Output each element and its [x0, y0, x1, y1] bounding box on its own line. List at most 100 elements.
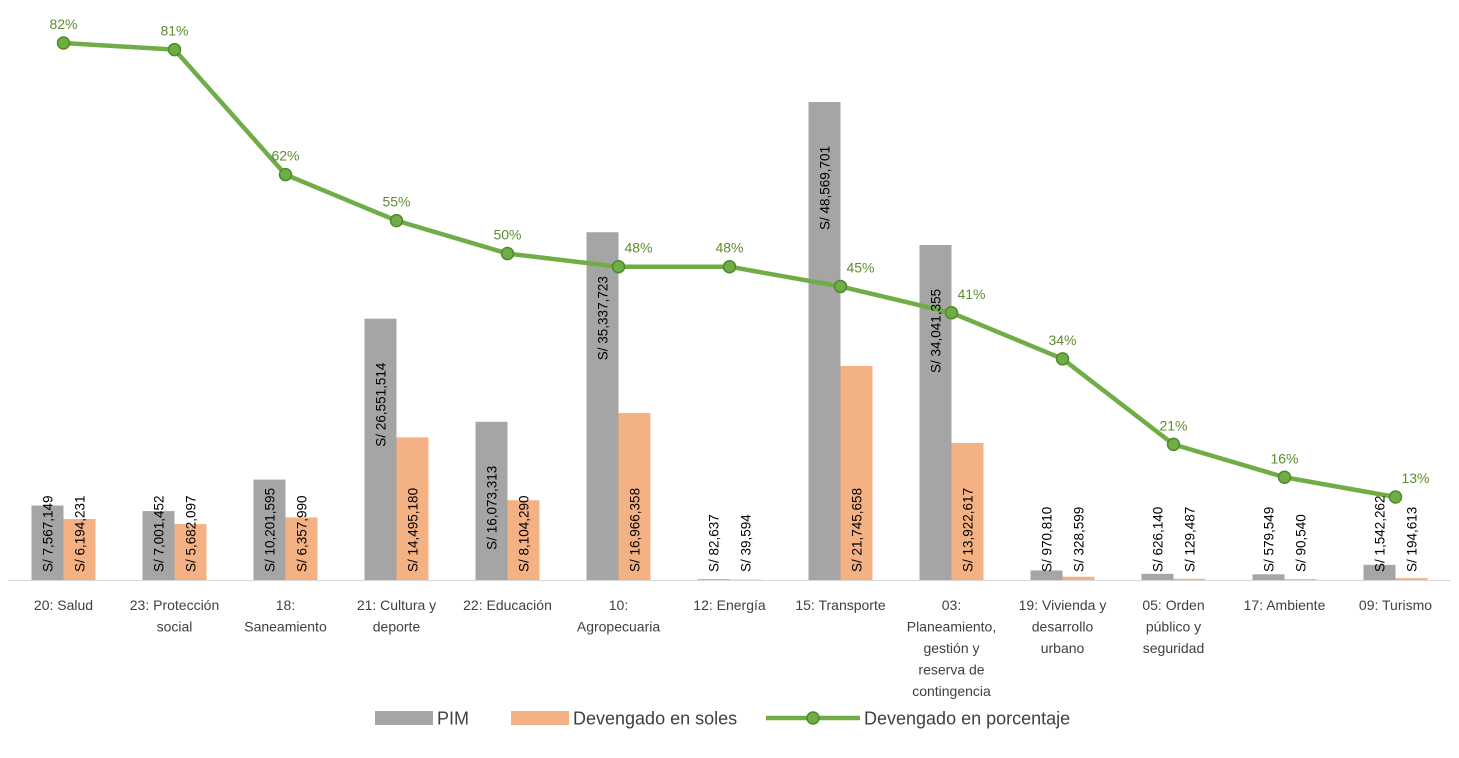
bar-devengado-7 [840, 365, 873, 580]
bar-label-pim-2: S/ 10,201,595 [263, 488, 278, 572]
bar-devengado-3 [396, 437, 429, 580]
line-point-6 [722, 259, 737, 274]
line-label-9: 34% [1048, 332, 1076, 348]
line-point-8 [944, 306, 959, 320]
legend-label-0: PIM [437, 709, 469, 729]
x-tick-label-1: 23: Protección social [130, 597, 220, 635]
line-label-11: 16% [1270, 450, 1298, 466]
bar-devengado-12 [1395, 578, 1428, 580]
bar-devengado-0 [63, 519, 96, 580]
legend-swatch-1 [511, 711, 569, 725]
line-label-3: 55% [382, 194, 410, 210]
legend-item-0: PIM [375, 709, 469, 729]
bar-label-pim-1: S/ 7,001,452 [152, 495, 167, 572]
x-tick-label-3: 21: Cultura y deporte [357, 597, 436, 635]
line-point-12 [1388, 490, 1403, 504]
bar-label-devengado-5: S/ 16,966,358 [628, 488, 643, 572]
bar-label-pim-8: S/ 34,041,355 [929, 289, 944, 373]
line-label-4: 50% [493, 227, 521, 243]
x-tick-label-2: 18: Saneamiento [244, 597, 327, 635]
legend-item-1: Devengado en soles [511, 709, 737, 729]
bar-label-devengado-7: S/ 21,745,658 [850, 488, 865, 572]
bars-layer [31, 102, 1428, 581]
bar-pim-9 [1030, 570, 1063, 580]
line-point-11 [1277, 470, 1292, 485]
bar-label-pim-11: S/ 579,549 [1262, 507, 1277, 572]
x-tick-label-7: 15: Transporte [795, 597, 885, 613]
bar-devengado-2 [285, 517, 318, 580]
x-tick-label-6: 12: Energía [693, 597, 766, 613]
bar-label-pim-0: S/ 7,567,149 [41, 495, 56, 572]
legend: PIM Devengado en soles Devengado en porcen… [375, 709, 1070, 729]
line-layer: 82% 81% 62% 55% 50% 48% 48% 45% 41% 34% 21% 16% 13% [49, 16, 1430, 504]
line-label-12: 13% [1401, 470, 1429, 486]
x-tick-label-10: 05: Orden público y seguridad [1142, 597, 1204, 656]
line-point-7 [833, 279, 848, 294]
line-point-4 [500, 246, 515, 261]
bar-label-devengado-11: S/ 90,540 [1294, 514, 1309, 572]
bar-label-pim-12: S/ 1,542,262 [1373, 495, 1388, 572]
x-tick-label-4: 22: Educación [463, 597, 552, 613]
bar-label-devengado-3: S/ 14,495,180 [406, 488, 421, 572]
x-tick-label-9: 19: Vivienda y desarrollo urbano [1019, 597, 1107, 656]
bar-devengado-4 [507, 500, 540, 580]
bar-pim-1 [142, 511, 175, 580]
bar-label-devengado-10: S/ 129,487 [1183, 507, 1198, 572]
x-tick-label-12: 09: Turismo [1359, 597, 1432, 613]
bar-devengado-8 [951, 442, 984, 580]
bar-pim-6 [697, 579, 730, 580]
line-label-7: 45% [846, 259, 874, 275]
x-tick-label-5: 10: Agropecuaria [577, 597, 660, 635]
bar-pim-11 [1252, 574, 1285, 580]
line-label-0: 82% [49, 16, 77, 32]
bar-label-devengado-9: S/ 328,599 [1072, 507, 1087, 572]
bar-devengado-1 [174, 524, 207, 580]
line-point-3 [389, 213, 404, 228]
bar-pim-3 [364, 318, 397, 580]
bar-label-devengado-6: S/ 39,594 [739, 514, 754, 572]
line-label-5: 48% [624, 240, 652, 256]
line-point-1 [167, 42, 182, 57]
axis-layer: 20: Salud 23: Protección social 18: Saneamie… [8, 580, 1451, 699]
bar-pim-10 [1141, 573, 1174, 580]
bar-pim-2 [253, 479, 286, 580]
x-tick-label-8: 03: Planeamiento, gestión y reserva de conti… [907, 597, 997, 699]
line-point-10 [1166, 437, 1181, 452]
bar-devengado-10 [1173, 578, 1206, 580]
bar-pim-5 [586, 232, 619, 581]
bar-pim-12 [1363, 564, 1396, 580]
legend-item-2: Devengado en porcentaje [766, 709, 1070, 729]
line-point-0 [56, 36, 71, 50]
legend-label-2: Devengado en porcentaje [864, 709, 1070, 729]
bar-label-pim-5: S/ 35,337,723 [596, 276, 611, 360]
line-label-2: 62% [271, 148, 299, 164]
bar-devengado-5 [618, 413, 651, 580]
bar-label-pim-6: S/ 82,637 [707, 514, 722, 572]
line-point-2 [278, 167, 293, 182]
line-point-5 [611, 259, 626, 274]
line-point-9 [1055, 352, 1070, 366]
bar-label-devengado-2: S/ 6,357,990 [295, 495, 310, 572]
line-label-6: 48% [715, 240, 743, 256]
x-tick-label-11: 17: Ambiente [1244, 597, 1326, 613]
bar-label-devengado-1: S/ 5,682,097 [184, 495, 199, 572]
bar-pim-7 [808, 102, 841, 580]
bar-label-devengado-4: S/ 8,104,290 [517, 495, 532, 572]
legend-swatch-0 [375, 711, 433, 725]
bar-pim-4 [475, 421, 508, 580]
bar-label-pim-7: S/ 48,569,701 [818, 146, 833, 230]
bar-label-pim-3: S/ 26,551,514 [374, 362, 389, 447]
legend-label-1: Devengado en soles [573, 709, 737, 729]
bar-label-devengado-12: S/ 194,613 [1405, 507, 1420, 572]
bar-devengado-11 [1284, 579, 1317, 580]
bar-label-devengado-8: S/ 13,922,617 [961, 488, 976, 572]
bar-pim-0 [31, 505, 64, 580]
labels-layer: S/ 7,567,149 S/ 6,194,231 S/ 7,001,452 S/ 5… [41, 146, 1420, 572]
line-label-1: 81% [160, 23, 188, 39]
x-tick-label-0: 20: Salud [34, 597, 93, 613]
bar-label-devengado-0: S/ 6,194,231 [73, 495, 88, 572]
bar-pim-8 [919, 244, 952, 580]
legend-marker-2 [806, 711, 820, 725]
